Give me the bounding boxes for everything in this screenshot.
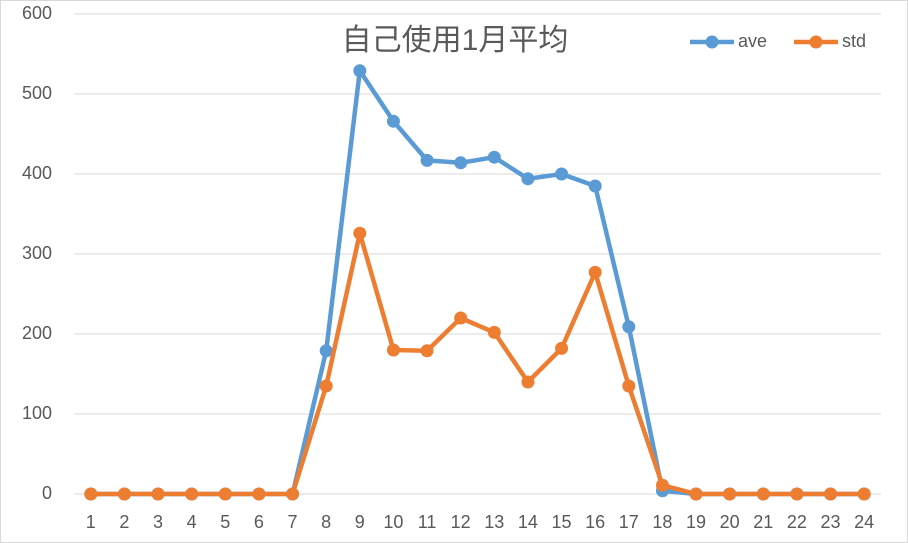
data-point: [353, 64, 367, 78]
data-point: [420, 153, 434, 167]
data-point: [218, 487, 232, 501]
y-tick-label: 600: [22, 3, 52, 23]
data-point: [84, 487, 98, 501]
data-point: [555, 167, 569, 181]
x-tick-label: 18: [652, 512, 672, 532]
x-tick-label: 19: [686, 512, 706, 532]
legend-marker: [809, 35, 823, 49]
x-tick-label: 8: [321, 512, 331, 532]
data-point: [454, 311, 468, 325]
x-tick-label: 22: [787, 512, 807, 532]
data-point: [521, 172, 535, 186]
x-tick-label: 17: [619, 512, 639, 532]
data-point: [824, 487, 838, 501]
data-point: [286, 487, 300, 501]
y-tick-label: 500: [22, 83, 52, 103]
y-tick-label: 400: [22, 163, 52, 183]
data-point: [655, 478, 669, 492]
data-point: [487, 150, 501, 164]
chart-title: 自己使用1月平均: [342, 24, 569, 57]
x-tick-label: 24: [854, 512, 874, 532]
data-point: [117, 487, 131, 501]
y-tick-label: 100: [22, 403, 52, 423]
x-tick-label: 13: [484, 512, 504, 532]
x-tick-label: 23: [821, 512, 841, 532]
x-tick-label: 3: [153, 512, 163, 532]
data-point: [185, 487, 199, 501]
x-tick-label: 4: [187, 512, 197, 532]
data-point: [588, 179, 602, 193]
x-tick-label: 9: [355, 512, 365, 532]
data-point: [622, 379, 636, 393]
data-point: [857, 487, 871, 501]
data-point: [420, 344, 434, 358]
data-point: [622, 320, 636, 334]
x-tick-label: 7: [288, 512, 298, 532]
y-tick-label: 200: [22, 323, 52, 343]
legend-label: ave: [738, 31, 767, 51]
x-tick-label: 5: [220, 512, 230, 532]
legend-marker: [705, 35, 719, 49]
y-tick-label: 0: [42, 483, 52, 503]
x-tick-label: 10: [383, 512, 403, 532]
x-tick-label: 20: [720, 512, 740, 532]
x-tick-label: 21: [753, 512, 773, 532]
data-point: [319, 344, 333, 358]
data-point: [790, 487, 804, 501]
x-tick-label: 12: [451, 512, 471, 532]
x-tick-label: 6: [254, 512, 264, 532]
data-point: [353, 226, 367, 240]
data-point: [151, 487, 165, 501]
data-point: [756, 487, 770, 501]
data-point: [386, 343, 400, 357]
data-point: [723, 487, 737, 501]
data-point: [689, 487, 703, 501]
data-point: [487, 325, 501, 339]
x-tick-label: 16: [585, 512, 605, 532]
data-point: [386, 114, 400, 128]
x-tick-label: 15: [552, 512, 572, 532]
data-point: [588, 265, 602, 279]
x-tick-label: 14: [518, 512, 538, 532]
data-point: [319, 379, 333, 393]
data-point: [454, 156, 468, 170]
data-point: [555, 341, 569, 355]
x-tick-label: 11: [418, 512, 437, 532]
data-point: [252, 487, 266, 501]
data-point: [521, 375, 535, 389]
x-tick-label: 2: [119, 512, 129, 532]
legend-label: std: [842, 31, 866, 51]
x-tick-label: 1: [86, 512, 96, 532]
y-tick-label: 300: [22, 243, 52, 263]
